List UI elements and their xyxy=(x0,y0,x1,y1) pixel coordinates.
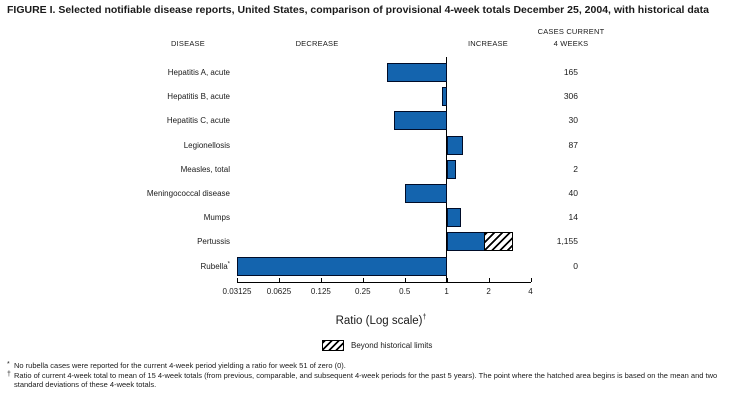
axis-tick xyxy=(488,278,490,282)
disease-label: Legionellosis xyxy=(183,140,230,150)
axis-tick-label: 4 xyxy=(528,287,533,296)
chart-row-mumps: Mumps 14 xyxy=(0,208,742,228)
footnotes: * No rubella cases were reported for the … xyxy=(7,361,741,390)
chart-row-hepatitis-b: Hepatitis B, acute 306 xyxy=(0,87,742,107)
cases-value: 2 xyxy=(573,163,578,174)
chart-row-hepatitis-c: Hepatitis C, acute 30 xyxy=(0,111,742,131)
disease-label: Rubella* xyxy=(200,260,230,271)
footnote-asterisk: * No rubella cases were reported for the … xyxy=(7,361,346,370)
column-header-cases-line2: 4 WEEKS xyxy=(553,39,589,48)
ratio-bar xyxy=(446,232,486,252)
ratio-bar xyxy=(446,159,456,179)
cases-value: 306 xyxy=(563,91,578,102)
cases-value: 165 xyxy=(563,67,578,77)
axis-tick-label: 1 xyxy=(444,287,449,296)
chart-row-rubella: Rubella* 0 xyxy=(0,256,742,276)
asterisk-marker: * xyxy=(7,361,10,368)
axis-tick xyxy=(237,278,238,282)
dagger-marker: † xyxy=(7,370,11,378)
ratio-bar xyxy=(404,184,447,203)
axis-tick-label: 0.03125 xyxy=(222,287,252,296)
chart-row-legionellosis: Legionellosis 87 xyxy=(0,135,742,155)
ratio-bar xyxy=(441,87,447,107)
cases-value: 30 xyxy=(568,115,578,126)
disease-label: Mumps xyxy=(203,213,230,223)
disease-label: Measles, total xyxy=(180,164,230,174)
axis-tick-label: 2 xyxy=(486,287,491,296)
axis-tick xyxy=(530,278,532,282)
hatch-pattern-swatch xyxy=(322,340,344,351)
axis-tick xyxy=(362,278,364,282)
axis-tick xyxy=(446,278,448,282)
chart-row-hepatitis-a: Hepatitis A, acute 165 xyxy=(0,63,742,82)
chart-row-measles: Measles, total 2 xyxy=(0,159,742,179)
axis-tick xyxy=(320,278,322,282)
ratio-bar xyxy=(446,135,463,155)
column-header-disease: DISEASE xyxy=(171,39,205,48)
chart-row-pertussis: Pertussis 1,155 xyxy=(0,232,742,252)
chart-row-meningococcal: Meningococcal disease 40 xyxy=(0,184,742,203)
axis-tick-label: 0.25 xyxy=(354,287,371,296)
x-axis-title: Ratio (Log scale)† xyxy=(335,314,427,327)
column-header-cases-line1: CASES CURRENT xyxy=(537,27,605,36)
beyond-limit-bar xyxy=(484,232,514,252)
legend-label: Beyond historical limits xyxy=(351,341,433,350)
x-axis-line xyxy=(237,282,531,283)
ratio-bar xyxy=(386,63,447,82)
disease-label: Pertussis xyxy=(197,237,230,247)
axis-tick xyxy=(278,278,280,282)
axis-tick xyxy=(404,278,406,282)
disease-label: Hepatitis C, acute xyxy=(166,116,230,126)
cases-value: 40 xyxy=(568,188,578,198)
disease-label: Hepatitis A, acute xyxy=(167,68,230,77)
axis-tick-label: 0.5 xyxy=(399,287,411,296)
column-header-increase: INCREASE xyxy=(468,39,508,48)
axis-tick-label: 0.0625 xyxy=(266,287,292,296)
ratio-bar xyxy=(446,208,462,228)
footnote-dagger: † Ratio of current 4-week total to mean o… xyxy=(7,370,718,390)
cases-value: 0 xyxy=(573,260,578,271)
cases-value: 14 xyxy=(568,212,578,223)
disease-label: Hepatitis B, acute xyxy=(167,92,230,102)
figure-title: FIGURE I. Selected notifiable disease re… xyxy=(7,4,709,16)
dagger-superscript: † xyxy=(422,314,427,321)
ratio-bar xyxy=(394,111,447,131)
cases-value: 87 xyxy=(568,139,578,150)
column-header-decrease: DECREASE xyxy=(295,39,339,48)
disease-label: Meningococcal disease xyxy=(146,189,230,198)
cases-value: 1,155 xyxy=(556,236,578,247)
ratio-one-reference-line xyxy=(446,57,447,283)
ratio-bar xyxy=(237,256,447,276)
axis-tick-label: 0.125 xyxy=(310,287,331,296)
